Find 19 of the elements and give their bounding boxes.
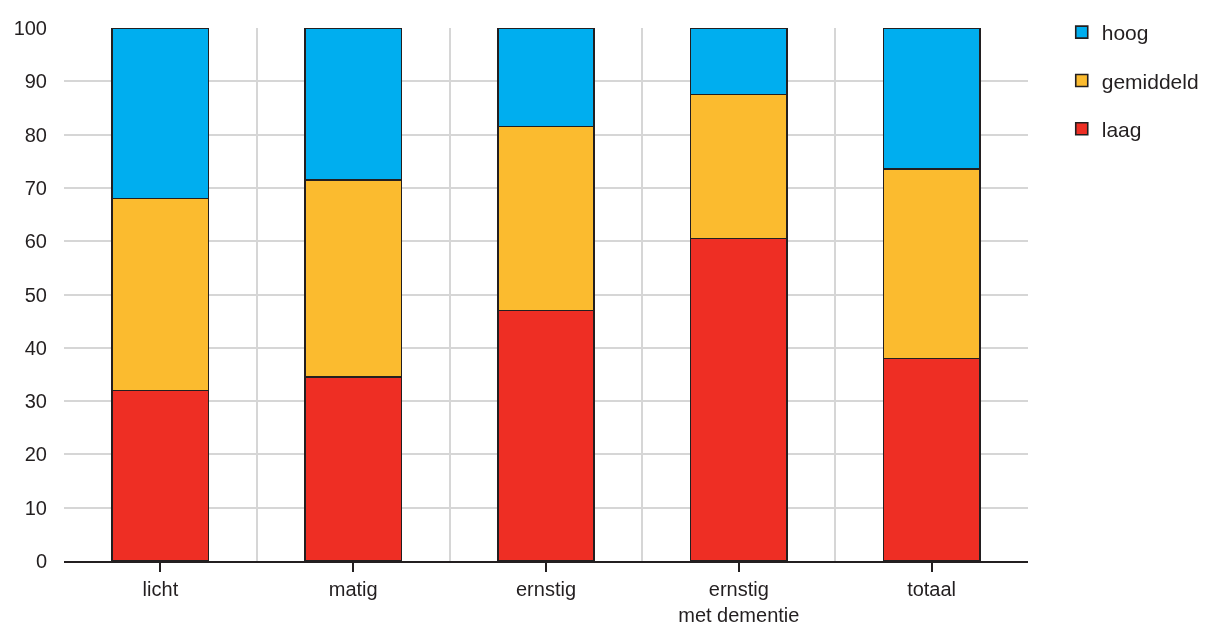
y-tick-label: 30 [24, 390, 47, 413]
x-tick-label: totaal [907, 578, 957, 600]
y-tick-label: 10 [24, 496, 47, 519]
legend-label: gemiddeld [1101, 69, 1199, 93]
y-tick-label: 90 [24, 70, 47, 93]
y-tick-label: 0 [35, 550, 47, 572]
x-tick-label: licht [142, 578, 179, 600]
legend-label: laag [1101, 117, 1142, 141]
y-tick-label: 50 [24, 283, 47, 306]
y-tick-label: 20 [24, 443, 47, 466]
x-tick-label: matig [328, 578, 378, 600]
y-tick-label: 40 [24, 336, 47, 359]
y-tick-label: 70 [24, 176, 47, 199]
x-tick-label: ernstig [515, 578, 577, 600]
y-tick-label: 60 [24, 230, 47, 253]
legend-label: hoog [1101, 21, 1149, 45]
y-tick-label: 80 [24, 123, 47, 146]
x-tick-label: ernstig met dementie [678, 578, 800, 626]
y-tick-label: 100 [13, 17, 47, 39]
